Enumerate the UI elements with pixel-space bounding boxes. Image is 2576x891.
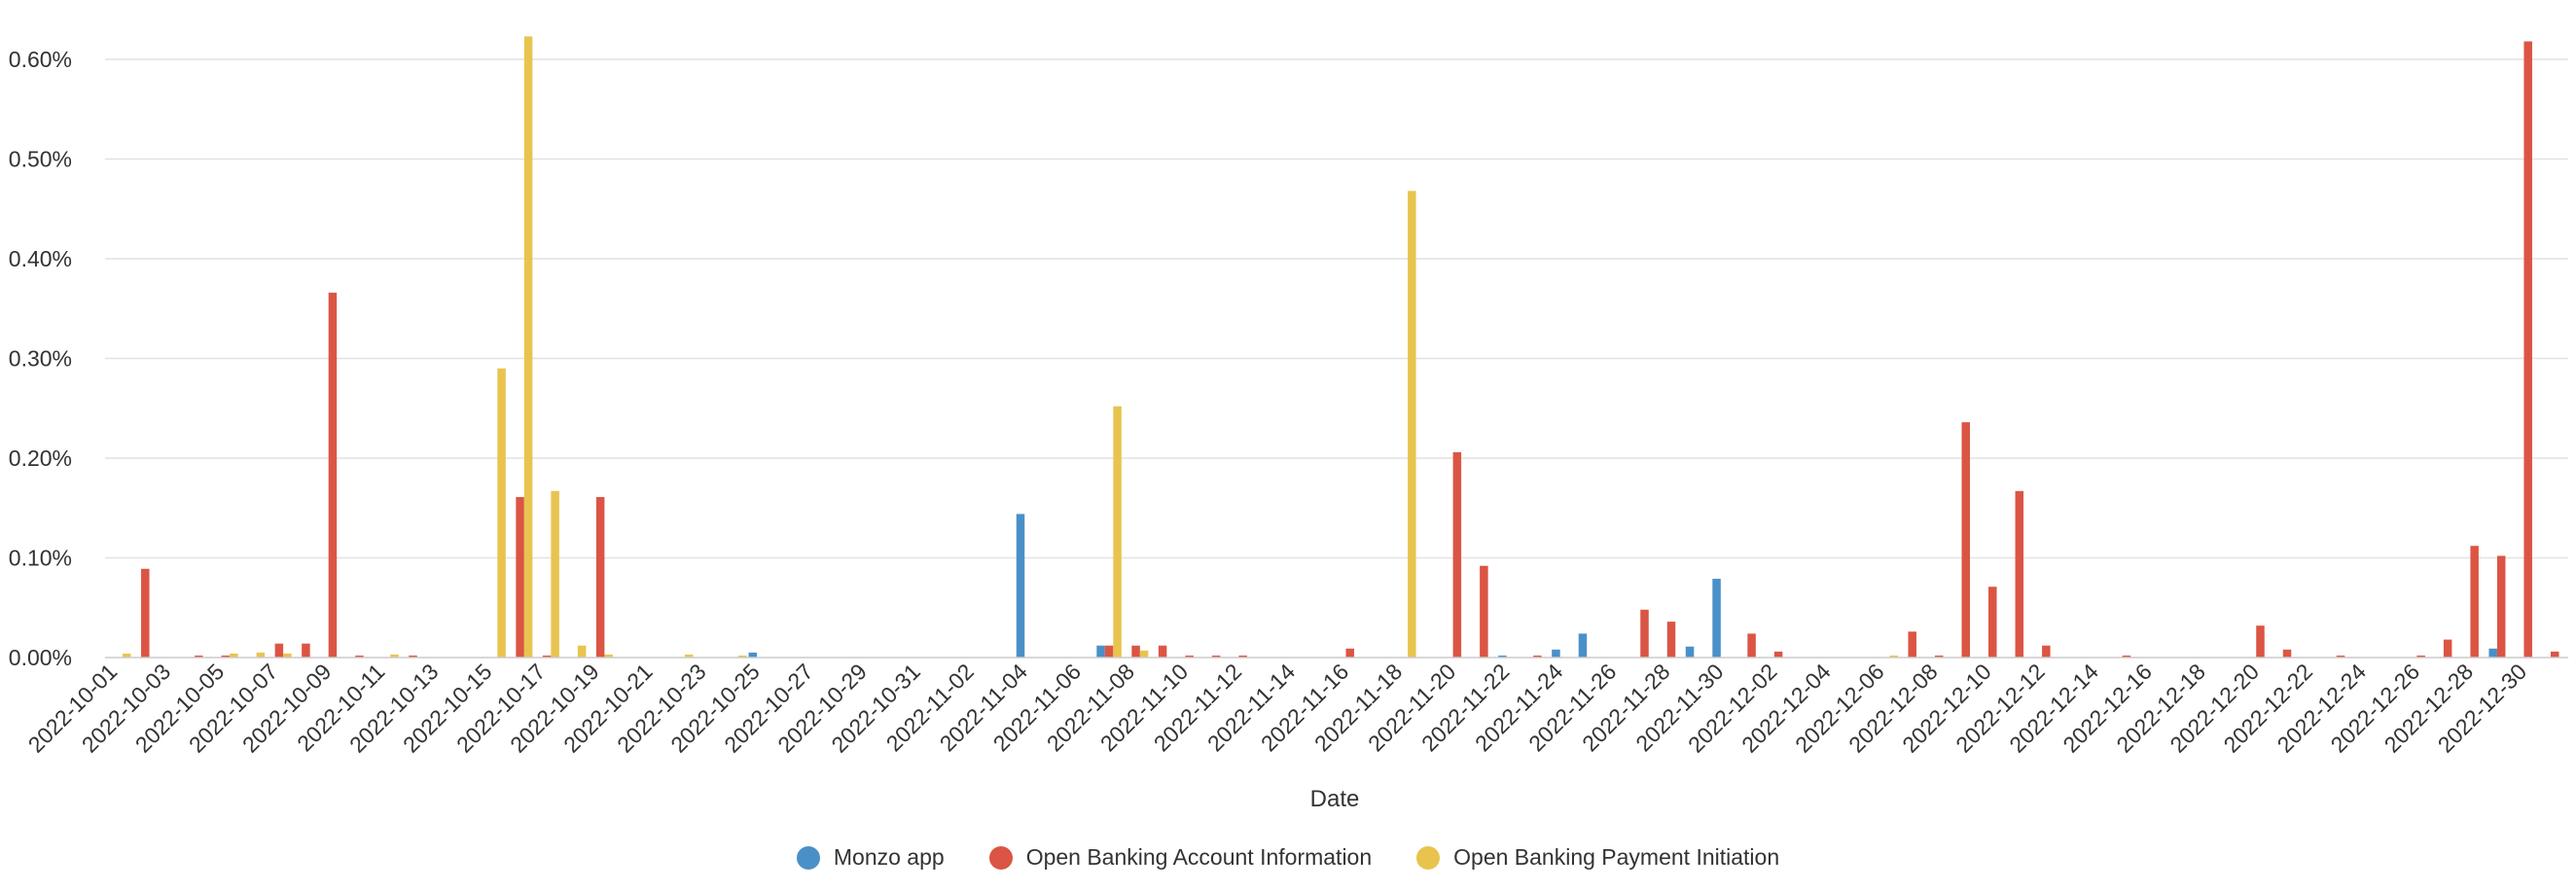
bar: [1747, 633, 1756, 658]
bar: [1139, 650, 1149, 658]
legend-marker: [988, 845, 1013, 870]
bar: [1533, 655, 1542, 658]
bar: [1452, 451, 1462, 658]
bar: [390, 654, 399, 658]
legend-item[interactable]: Open Banking Account Information: [988, 844, 1373, 871]
legend-item[interactable]: Monzo app: [796, 844, 945, 871]
bar: [1211, 655, 1221, 658]
bar: [2416, 655, 2425, 658]
bar: [1552, 649, 1560, 658]
bar: [1096, 645, 1105, 658]
legend-marker: [1416, 845, 1441, 870]
x-axis-ticks: 2022-10-012022-10-032022-10-052022-10-07…: [23, 659, 2532, 758]
bar: [1640, 609, 1649, 658]
legend-marker: [796, 845, 820, 870]
bar: [1104, 645, 1114, 658]
bar: [738, 655, 747, 658]
bar: [141, 568, 150, 658]
bar: [2496, 555, 2506, 658]
bar: [2015, 490, 2024, 658]
x-axis-title: Date: [1310, 786, 1360, 812]
y-tick-label: 0.10%: [9, 546, 72, 571]
bar: [551, 490, 559, 658]
bar: [256, 652, 266, 658]
legend-label: Open Banking Payment Initiation: [1453, 844, 1780, 870]
bar: [2470, 546, 2479, 658]
bar: [355, 655, 364, 658]
bar: [523, 36, 533, 659]
bar: [1961, 422, 1971, 658]
bar: [2282, 649, 2292, 658]
y-tick-label: 0.40%: [9, 246, 72, 271]
bar: [2443, 639, 2452, 658]
y-axis-ticks: 0.00% 0.10% 0.20% 0.30% 0.40% 0.50% 0.60%: [9, 47, 72, 670]
bar: [1773, 651, 1783, 658]
bar: [684, 654, 694, 658]
bar: [2042, 645, 2051, 658]
bar: [2488, 648, 2497, 658]
bar: [221, 655, 231, 658]
bar: [1345, 648, 1355, 658]
bar: [1578, 633, 1588, 658]
bar: [1238, 655, 1247, 658]
legend-item[interactable]: Open Banking Payment Initiation: [1416, 844, 1779, 871]
bar: [1480, 565, 1488, 658]
legend: Monzo app Open Banking Account Informatio…: [0, 844, 2576, 871]
legend-label: Monzo app: [833, 844, 945, 870]
bar: [1666, 622, 1676, 658]
bar: [302, 643, 310, 658]
bar: [1908, 631, 1916, 658]
bar: [1498, 655, 1507, 658]
bar: [409, 655, 417, 658]
bar: [230, 653, 238, 658]
bar: [604, 654, 613, 658]
bar: [1408, 191, 1416, 659]
y-tick-label: 0.50%: [9, 147, 72, 172]
bar: [274, 643, 284, 658]
bar: [1016, 514, 1025, 658]
bar: [2523, 41, 2532, 659]
bar: [1712, 579, 1721, 658]
bar: [516, 496, 524, 658]
bar: [542, 655, 552, 658]
bar: [2122, 655, 2131, 658]
gridlines: [105, 58, 2568, 559]
y-tick-label: 0.30%: [9, 346, 72, 372]
bar: [497, 368, 506, 658]
y-tick-label: 0.60%: [9, 47, 72, 72]
bar: [1685, 646, 1695, 658]
bar: [328, 292, 338, 658]
bar: [1889, 655, 1898, 658]
bar: [577, 645, 587, 658]
bar: [1934, 655, 1944, 658]
y-tick-label: 0.20%: [9, 446, 72, 471]
bar: [283, 653, 292, 658]
bar: [195, 655, 203, 658]
bars: [123, 36, 2559, 659]
bar: [1185, 655, 1194, 658]
bar: [1988, 587, 1997, 658]
bar: [1113, 406, 1122, 658]
legend-label: Open Banking Account Information: [1025, 844, 1373, 870]
y-tick-label: 0.00%: [9, 645, 72, 670]
bar: [1158, 645, 1167, 658]
bar: [123, 653, 131, 658]
bar: [2336, 655, 2345, 658]
bar: [2256, 625, 2265, 658]
bar: [2550, 651, 2559, 658]
bar: [1131, 645, 1140, 658]
bar: [748, 652, 758, 658]
bar: [595, 496, 605, 658]
